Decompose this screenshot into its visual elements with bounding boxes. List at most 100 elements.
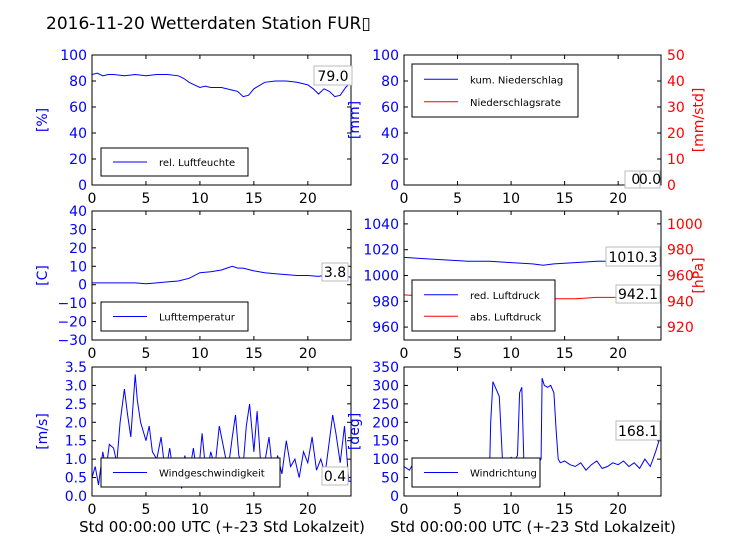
y-tick-label: 0 <box>78 178 87 194</box>
series-line-windspeed-0 <box>92 374 351 489</box>
x-tick-label: 15 <box>245 346 263 362</box>
legend-label: Lufttemperatur <box>159 313 236 324</box>
x-tick-label: 20 <box>609 502 627 518</box>
legend-box <box>411 279 556 332</box>
y-tick-label: −20 <box>57 315 87 331</box>
axes-frame <box>91 54 352 186</box>
x-tick-label: 20 <box>609 191 627 207</box>
y-tick-label: 100 <box>60 48 87 64</box>
x-tick-label: 10 <box>502 346 520 362</box>
panel-pressure: 0 5 10 15 20 960 980 1000 1020 1040 920 940 960 980 10… <box>363 210 707 362</box>
x-tick-label: 15 <box>245 191 263 207</box>
x-tick-label: 5 <box>141 346 150 362</box>
y-tick-label: 40 <box>69 126 87 142</box>
x-tick-label: 0 <box>88 191 97 207</box>
y-right-tick-label: 30 <box>667 100 685 116</box>
figure-title: 2016-11-20 Wetterdaten Station FUR▯ <box>46 14 371 34</box>
x-tick-label: 10 <box>502 191 520 207</box>
legend-label: kum. Niederschlag <box>470 75 563 86</box>
y-tick-label: 1000 <box>363 269 399 285</box>
y-axis-label-right: [hPa] <box>691 257 707 293</box>
y-tick-label: 1.5 <box>65 434 87 450</box>
legend-label: Niederschlagsrate <box>470 98 561 109</box>
x-tick-label: 10 <box>191 346 209 362</box>
legend-box <box>411 63 579 118</box>
x-axis-label-right: Std 00:00:00 UTC (+-23 Std Lokalzeit) <box>390 518 676 536</box>
value-annotation-box <box>615 420 661 441</box>
y-tick-label: 20 <box>69 241 87 257</box>
y-right-tick-label: 20 <box>667 126 685 142</box>
x-tick-label: 15 <box>556 346 574 362</box>
y-tick-label: 0.0 <box>65 489 87 505</box>
y-axis-label: [m/s] <box>35 413 51 450</box>
series-line-temperature-0 <box>92 265 351 285</box>
x-tick-label: 15 <box>556 502 574 518</box>
x-tick-label: 15 <box>245 502 263 518</box>
y-tick-label: 0 <box>390 489 399 505</box>
y-right-tick-label: 0 <box>667 178 676 194</box>
y-tick-label: 3.0 <box>65 378 87 394</box>
panel-precipitation: 0 5 10 15 20 0 20 40 60 80 100 0 10 20 30 40 50 [mm] [mm/s… <box>347 48 707 207</box>
x-tick-label: 0 <box>88 502 97 518</box>
x-tick-label: 5 <box>453 191 462 207</box>
y-axis-label: [C] <box>35 265 51 286</box>
panel-windspeed: 0 5 10 15 20 0.0 0.5 1.0 1.5 2.0 2.5 3.0 3.5 [m/s] Win… <box>35 360 352 518</box>
y-tick-label: 1040 <box>363 217 399 233</box>
y-tick-label: 2.5 <box>65 397 87 413</box>
y-right-tick-label: 980 <box>667 243 694 259</box>
y-axis-label: [mm] <box>347 101 363 139</box>
panel-temperature: 0 5 10 15 20 −30 −20 −10 0 10 20 30 40 [C] Lufttempera… <box>35 204 352 362</box>
x-tick-label: 0 <box>400 346 409 362</box>
y-tick-label: 1.0 <box>65 452 87 468</box>
x-tick-label: 0 <box>400 502 409 518</box>
x-tick-label: 15 <box>556 191 574 207</box>
y-tick-label: 10 <box>69 259 87 275</box>
x-axis-label-left: Std 00:00:00 UTC (+-23 Std Lokalzeit) <box>79 518 365 536</box>
y-right-tick-label: 50 <box>667 48 685 64</box>
y-tick-label: 960 <box>372 320 399 336</box>
x-tick-label: 0 <box>88 346 97 362</box>
y-right-tick-label: 940 <box>667 294 694 310</box>
value-annotation: 1010.3 <box>609 250 658 266</box>
value-annotation-box <box>321 262 349 282</box>
axes-frame <box>91 366 352 497</box>
y-tick-label: −30 <box>57 333 87 349</box>
panel-winddirection: 0 5 10 15 20050100150200250300350[deg]Windri… <box>347 360 662 518</box>
y-tick-label: 2.0 <box>65 415 87 431</box>
series-line-humidity-0 <box>92 72 351 98</box>
value-annotation: 0.4 <box>324 469 346 485</box>
x-tick-label: 5 <box>453 346 462 362</box>
y-tick-label: 0 <box>390 178 399 194</box>
y-tick-label: 3.5 <box>65 360 87 376</box>
y-axis-label: [deg] <box>347 413 363 450</box>
y-tick-label: 150 <box>372 434 399 450</box>
y-tick-label: 40 <box>69 204 87 220</box>
y-tick-label: 20 <box>381 152 399 168</box>
x-tick-label: 10 <box>191 191 209 207</box>
y-tick-label: 300 <box>372 378 399 394</box>
y-tick-label: 40 <box>381 126 399 142</box>
y-tick-label: 50 <box>381 471 399 487</box>
y-right-tick-label: 960 <box>667 269 694 285</box>
value-annotation: 168.1 <box>618 424 658 440</box>
legend-label: Windgeschwindigkeit <box>159 469 265 480</box>
y-right-tick-label: 10 <box>667 152 685 168</box>
value-annotation-2-box <box>639 170 661 189</box>
x-tick-label: 5 <box>141 502 150 518</box>
value-annotation-box <box>321 466 349 486</box>
y-axis-label-right: [mm/std] <box>691 88 707 153</box>
x-tick-label: 20 <box>299 502 317 518</box>
axes-frame <box>403 54 662 186</box>
axes-frame <box>91 210 352 341</box>
y-tick-label: 100 <box>372 48 399 64</box>
y-tick-label: 30 <box>69 222 87 238</box>
legend-label: red. Luftdruck <box>470 291 540 302</box>
legend-label: rel. Luftfeuchte <box>159 158 235 169</box>
x-tick-label: 0 <box>400 191 409 207</box>
value-annotation-2: 0.0 <box>639 172 661 188</box>
y-tick-label: 80 <box>381 74 399 90</box>
y-tick-label: 200 <box>372 415 399 431</box>
y-right-tick-label: 1000 <box>667 217 703 233</box>
legend-box <box>100 301 249 332</box>
